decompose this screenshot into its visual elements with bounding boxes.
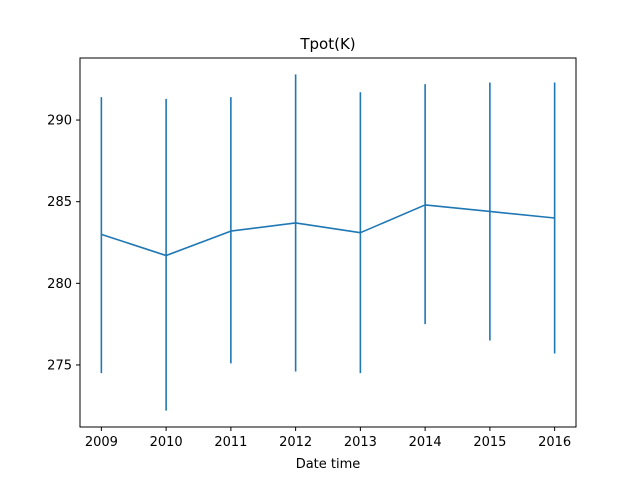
x-tick-label: 2011 (214, 435, 247, 450)
axes: 2009 2010 2011 2012 2013 2014 2015 2016 275 280 28… (47, 57, 577, 450)
y-tick-label: 275 (47, 358, 72, 373)
chart-title: Tpot(K) (299, 35, 355, 53)
x-tick-label: 2016 (538, 435, 571, 450)
x-tick-label: 2014 (409, 435, 442, 450)
y-tick-label: 290 (47, 114, 72, 129)
x-tick-label: 2010 (150, 435, 183, 450)
x-tick-label: 2015 (473, 435, 506, 450)
y-tick-label: 285 (47, 195, 72, 210)
series-line (101, 204, 555, 257)
y-tick-label: 280 (47, 277, 72, 292)
axes-frame (79, 57, 577, 428)
x-tick-label: 2013 (344, 435, 377, 450)
x-axis-label: Date time (296, 457, 361, 472)
plot-area (100, 74, 556, 411)
x-tick-label: 2012 (279, 435, 312, 450)
x-tick-label: 2009 (85, 435, 118, 450)
